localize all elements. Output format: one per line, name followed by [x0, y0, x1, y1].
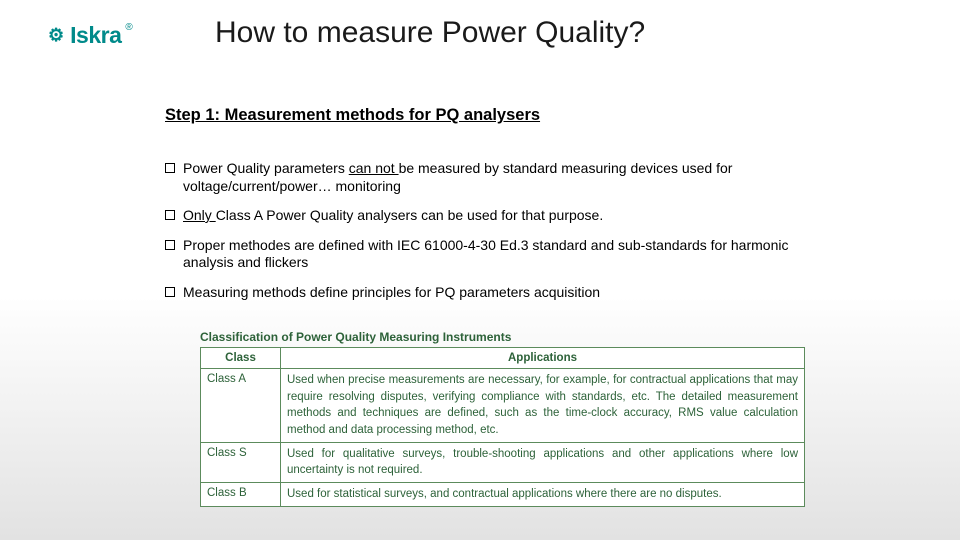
slide: ⚙ Iskra ® How to measure Power Quality? …: [0, 0, 960, 540]
bullet-list: Power Quality parameters can not be meas…: [165, 160, 805, 313]
table-caption: Classification of Power Quality Measurin…: [200, 330, 805, 344]
text-segment: Measuring methods define principles for …: [183, 284, 600, 300]
list-item: Measuring methods define principles for …: [165, 284, 805, 302]
text-underline: can not: [349, 160, 399, 176]
brand-logo: ⚙ Iskra ®: [48, 22, 135, 49]
cell-class: Class S: [201, 442, 281, 482]
text-segment: Power Quality parameters: [183, 160, 349, 176]
step-heading: Step 1: Measurement methods for PQ analy…: [165, 106, 540, 125]
classification-table-container: Classification of Power Quality Measurin…: [200, 330, 805, 507]
bullet-text: Proper methodes are defined with IEC 610…: [183, 237, 805, 272]
logo-text: Iskra: [70, 22, 121, 49]
list-item: Power Quality parameters can not be meas…: [165, 160, 805, 195]
text-segment: Proper methodes are defined with IEC 610…: [183, 237, 788, 271]
cell-application: Used for qualitative surveys, trouble-sh…: [281, 442, 805, 482]
checkbox-icon: [165, 210, 175, 220]
table-row: Class A Used when precise measurements a…: [201, 369, 805, 443]
list-item: Proper methodes are defined with IEC 610…: [165, 237, 805, 272]
logo-registered: ®: [125, 22, 132, 33]
checkbox-icon: [165, 287, 175, 297]
bullet-text: Power Quality parameters can not be meas…: [183, 160, 805, 195]
list-item: Only Class A Power Quality analysers can…: [165, 207, 805, 225]
checkbox-icon: [165, 240, 175, 250]
text-segment: Class A Power Quality analysers can be u…: [216, 207, 604, 223]
bullet-text: Measuring methods define principles for …: [183, 284, 805, 302]
col-header-class: Class: [201, 348, 281, 369]
classification-table: Class Applications Class A Used when pre…: [200, 347, 805, 507]
logo-icon: ⚙: [48, 25, 64, 46]
cell-application: Used for statistical surveys, and contra…: [281, 483, 805, 507]
col-header-applications: Applications: [281, 348, 805, 369]
cell-class: Class B: [201, 483, 281, 507]
checkbox-icon: [165, 163, 175, 173]
cell-application: Used when precise measurements are neces…: [281, 369, 805, 443]
cell-class: Class A: [201, 369, 281, 443]
bullet-text: Only Class A Power Quality analysers can…: [183, 207, 805, 225]
page-title: How to measure Power Quality?: [215, 16, 645, 50]
text-underline: Only: [183, 207, 216, 223]
table-row: Class S Used for qualitative surveys, tr…: [201, 442, 805, 482]
table-header-row: Class Applications: [201, 348, 805, 369]
table-row: Class B Used for statistical surveys, an…: [201, 483, 805, 507]
